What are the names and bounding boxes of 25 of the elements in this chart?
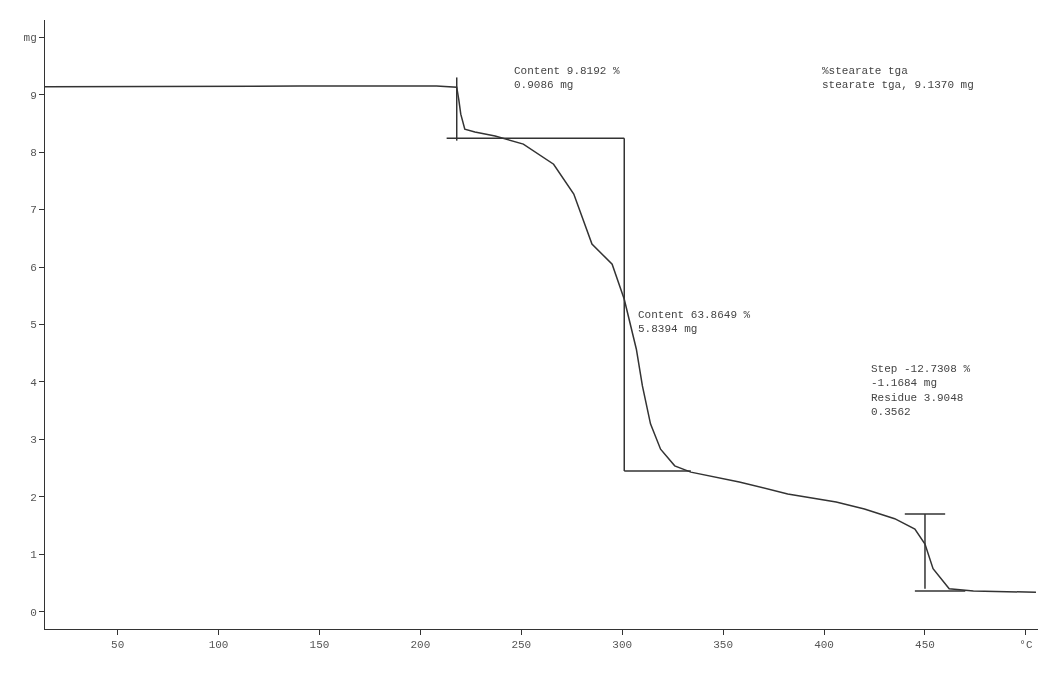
annotation: Content 9.8192 % 0.9086 mg bbox=[514, 65, 621, 92]
y-tick-label: 5 bbox=[30, 319, 37, 332]
x-tick-label: °C bbox=[1019, 639, 1033, 652]
y-tick-label: 2 bbox=[30, 491, 37, 504]
annotation: Content 63.8649 % 5.8394 mg bbox=[638, 309, 751, 336]
x-tick-label: 50 bbox=[111, 639, 125, 652]
x-tick-label: 200 bbox=[410, 639, 431, 652]
y-tick-label: 6 bbox=[30, 261, 37, 274]
y-tick-label: 4 bbox=[30, 376, 38, 389]
x-tick-label: 450 bbox=[915, 639, 935, 652]
y-tick-label: 7 bbox=[30, 204, 37, 217]
x-tick-label: 350 bbox=[713, 639, 734, 652]
y-tick-label: 1 bbox=[30, 549, 38, 562]
y-tick-label: 0 bbox=[30, 606, 37, 619]
annotation: Step -12.7308 % -1.1684 mg Residue 3.9048 0.3562 bbox=[871, 363, 971, 418]
annotation: %stearate tga stearate tga, 9.1370 mg bbox=[822, 65, 974, 92]
x-tick-label: 300 bbox=[612, 639, 633, 652]
y-tick-label: 9 bbox=[30, 89, 37, 102]
y-tick-label: 8 bbox=[30, 146, 37, 159]
y-tick-label: mg bbox=[23, 32, 37, 45]
x-tick-label: 400 bbox=[814, 639, 834, 652]
x-tick-label: 100 bbox=[208, 639, 229, 652]
x-tick-label: 250 bbox=[511, 639, 532, 652]
x-tick-label: 150 bbox=[309, 639, 330, 652]
y-tick-label: 3 bbox=[30, 434, 37, 447]
